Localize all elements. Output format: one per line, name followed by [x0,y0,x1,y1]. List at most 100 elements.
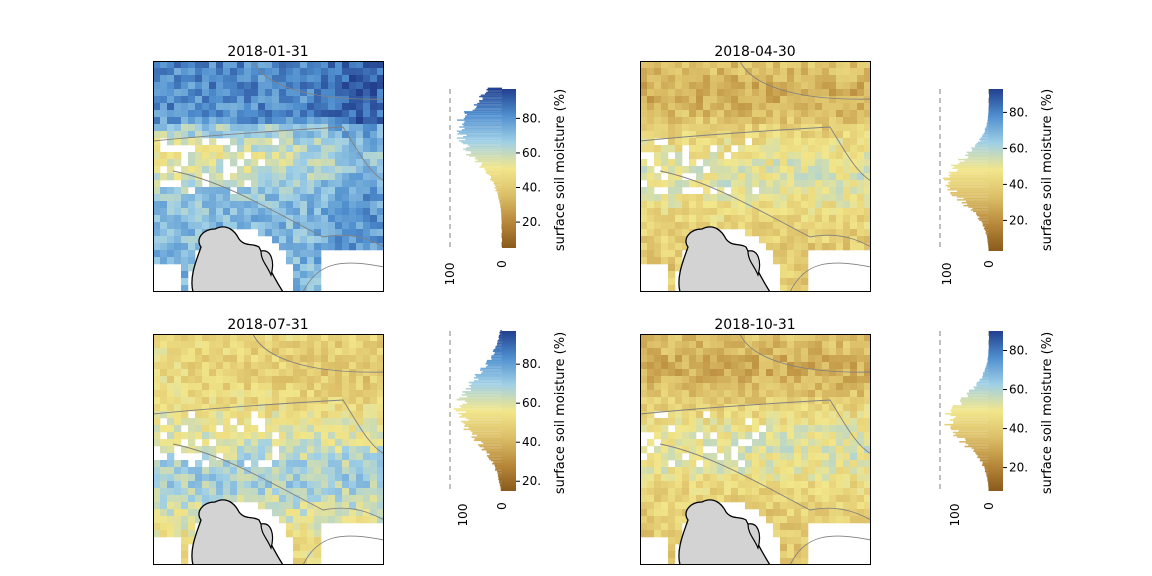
hist-bar [977,456,989,459]
hist-bar [954,166,989,168]
hist-bar [473,104,502,106]
colorbar-tick-label: 60. [1009,383,1028,397]
hist-bar [493,348,502,351]
hist-bar [464,425,502,427]
colorbar-tick-label: 60. [1009,141,1028,155]
hist-bar [976,383,989,385]
map-title: 2018-07-31 [227,317,308,333]
hist-bar [491,355,502,357]
hist-bar [493,181,502,184]
hist-bar [987,242,989,244]
hist-bar [973,448,989,451]
hist-bar [976,381,989,384]
hist-bar [986,233,989,236]
hist-bar [486,451,502,454]
hist-bar [499,483,502,485]
colorbar: 20. 40. 60. 80. [502,89,541,248]
hist-bar [486,91,502,94]
hist-bar [968,153,989,155]
hist-bar [457,133,502,135]
hist-bar [479,445,502,448]
colorbar-tick-label: 20. [522,215,541,229]
hist-bar [462,142,502,145]
panel-2018-07-31: 2018-07-31 20. 40. 60. 80. surface soil moi… [153,317,568,565]
hist-bar [985,367,989,370]
hist-bar [476,106,502,109]
hist-bar [470,430,502,432]
hist-bar [984,128,989,131]
hist-bar [471,433,502,435]
hist-bar [496,344,502,346]
hist-bar [986,122,989,125]
hist-bar [976,453,989,456]
hist-bar [951,406,989,409]
hist-bar [984,469,989,471]
hist-bar [951,411,989,413]
hist-bar [986,363,989,365]
colorbar: 20. 40. 60. 80. [989,89,1028,251]
hist-bar [948,174,989,177]
hist-bar [967,395,989,398]
hist-bar [988,245,989,247]
hist-bar [493,183,502,185]
hist-bar [949,176,989,178]
hist-bar [461,414,502,417]
hist-bar [453,408,502,410]
hist-bar [988,246,989,249]
hist-bar [944,423,989,426]
hist-bar [457,119,502,121]
hist-bar [950,180,989,182]
hist-bar [984,226,989,228]
hist-bar [949,183,989,185]
hist-bar [964,437,989,440]
hist-bar [464,392,502,395]
hist-bar [987,359,989,362]
hist-bar [465,153,502,156]
hist-bar [950,414,989,417]
hist-bar [959,441,989,443]
hist-bar [975,451,989,454]
hist-count-tick: 0 [495,260,509,268]
hist-bar [501,218,502,221]
hist-bar [474,160,502,163]
hist-bar [486,450,502,452]
hist-bar [462,123,502,125]
colorbar-tick-label: 40. [1009,177,1028,191]
hist-bar [952,167,989,169]
hist-bar [958,430,989,432]
hist-bar [475,156,502,159]
hist-count-tick: 100 [456,504,470,527]
hist-bar [977,141,989,143]
hist-bar [488,456,502,459]
hist-bar [468,381,502,384]
hist-bar [985,127,989,129]
hist-bar [491,356,502,359]
hist-bar [491,180,502,182]
hist-bar [950,425,989,427]
hist-bar [470,151,502,153]
panel-2018-01-31: 2018-01-31 20. 40. 60. 80. surface soil moi… [153,44,568,292]
hist-bar [988,114,989,116]
hist-bar [499,200,502,203]
hist-bar [497,192,502,195]
colorbar-tick-label: 80. [522,111,541,125]
hist-bar [481,372,502,374]
hist-bar [987,243,989,246]
hist-bar [960,398,989,401]
hist-bar [961,403,989,406]
hist-bar [947,181,989,184]
hist-bar [498,476,502,479]
hist-bar [499,331,502,334]
hist-bar [501,212,502,214]
hist-bar [953,420,989,423]
hist-bar [963,197,989,200]
hist-bar [464,127,502,130]
hist-bar [988,484,989,487]
hist-bar [499,202,502,204]
hist-bar [973,450,989,452]
hist-bar [486,170,502,172]
colorbar-tick-label: 80. [1009,105,1028,119]
hist-bar [955,433,989,435]
hist-bar [987,239,989,241]
hist-bar [466,134,502,137]
